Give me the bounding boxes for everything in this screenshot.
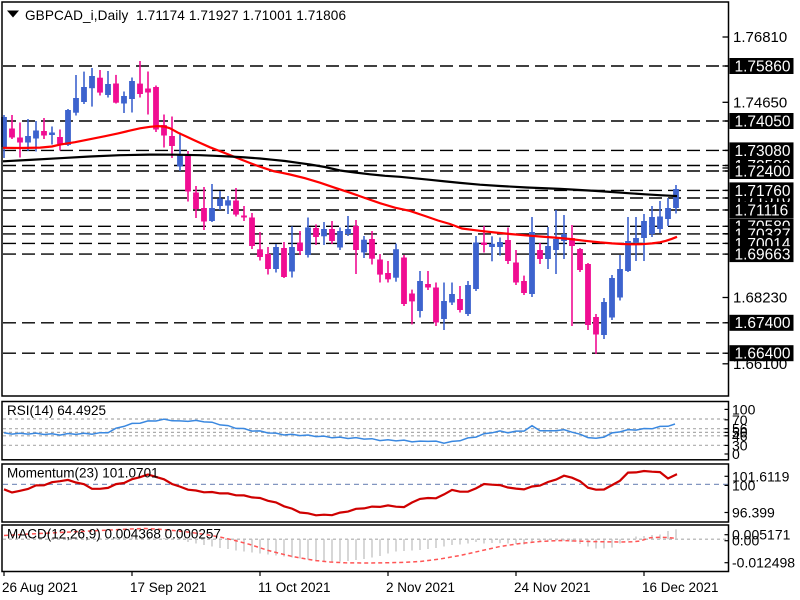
svg-text:70: 70 [732,412,748,428]
svg-text:2 Nov 2021: 2 Nov 2021 [386,580,455,595]
svg-text:1.71116: 1.71116 [735,202,789,219]
svg-text:0.00: 0.00 [732,533,759,549]
svg-text:1.66400: 1.66400 [735,346,791,363]
svg-text:56: 56 [732,421,748,437]
svg-text:100: 100 [732,477,756,493]
svg-text:16 Dec 2021: 16 Dec 2021 [642,580,719,595]
svg-text:100: 100 [732,401,756,417]
svg-text:17 Sep 2021: 17 Sep 2021 [130,580,207,595]
svg-text:GBPCAD_i,Daily 1.71174 1.7192: GBPCAD_i,Daily 1.71174 1.71927 1.71001 1… [25,8,346,23]
svg-text:1.72400: 1.72400 [735,163,791,180]
svg-text:1.68230: 1.68230 [733,290,787,307]
svg-text:50: 50 [732,424,748,440]
svg-text:96.399: 96.399 [732,505,775,521]
svg-text:30: 30 [732,437,748,453]
svg-text:1.71760: 1.71760 [735,183,791,200]
svg-text:11 Oct 2021: 11 Oct 2021 [258,580,331,595]
svg-text:MACD(12,26,9) 0.004368 0.00025: MACD(12,26,9) 0.004368 0.000257 [7,527,221,542]
svg-text:1.73080: 1.73080 [735,143,791,160]
svg-text:46: 46 [732,428,748,444]
svg-text:1.74650: 1.74650 [733,94,787,111]
svg-text:RSI(14) 64.4925: RSI(14) 64.4925 [7,403,106,418]
svg-text:Momentum(23) 101.0701: Momentum(23) 101.0701 [7,466,159,481]
svg-text:1.67400: 1.67400 [735,315,791,332]
svg-text:0.005171: 0.005171 [732,527,791,543]
svg-text:101.6119: 101.6119 [732,468,790,484]
svg-text:1.75860: 1.75860 [735,58,791,75]
svg-text:1.69663: 1.69663 [735,247,791,264]
svg-text:24 Nov 2021: 24 Nov 2021 [514,580,591,595]
svg-text:-0.012498: -0.012498 [732,555,795,571]
svg-text:1.76810: 1.76810 [733,29,787,46]
svg-text:1.74050: 1.74050 [735,113,791,130]
svg-text:0: 0 [732,446,740,462]
svg-text:26 Aug 2021: 26 Aug 2021 [2,580,78,595]
